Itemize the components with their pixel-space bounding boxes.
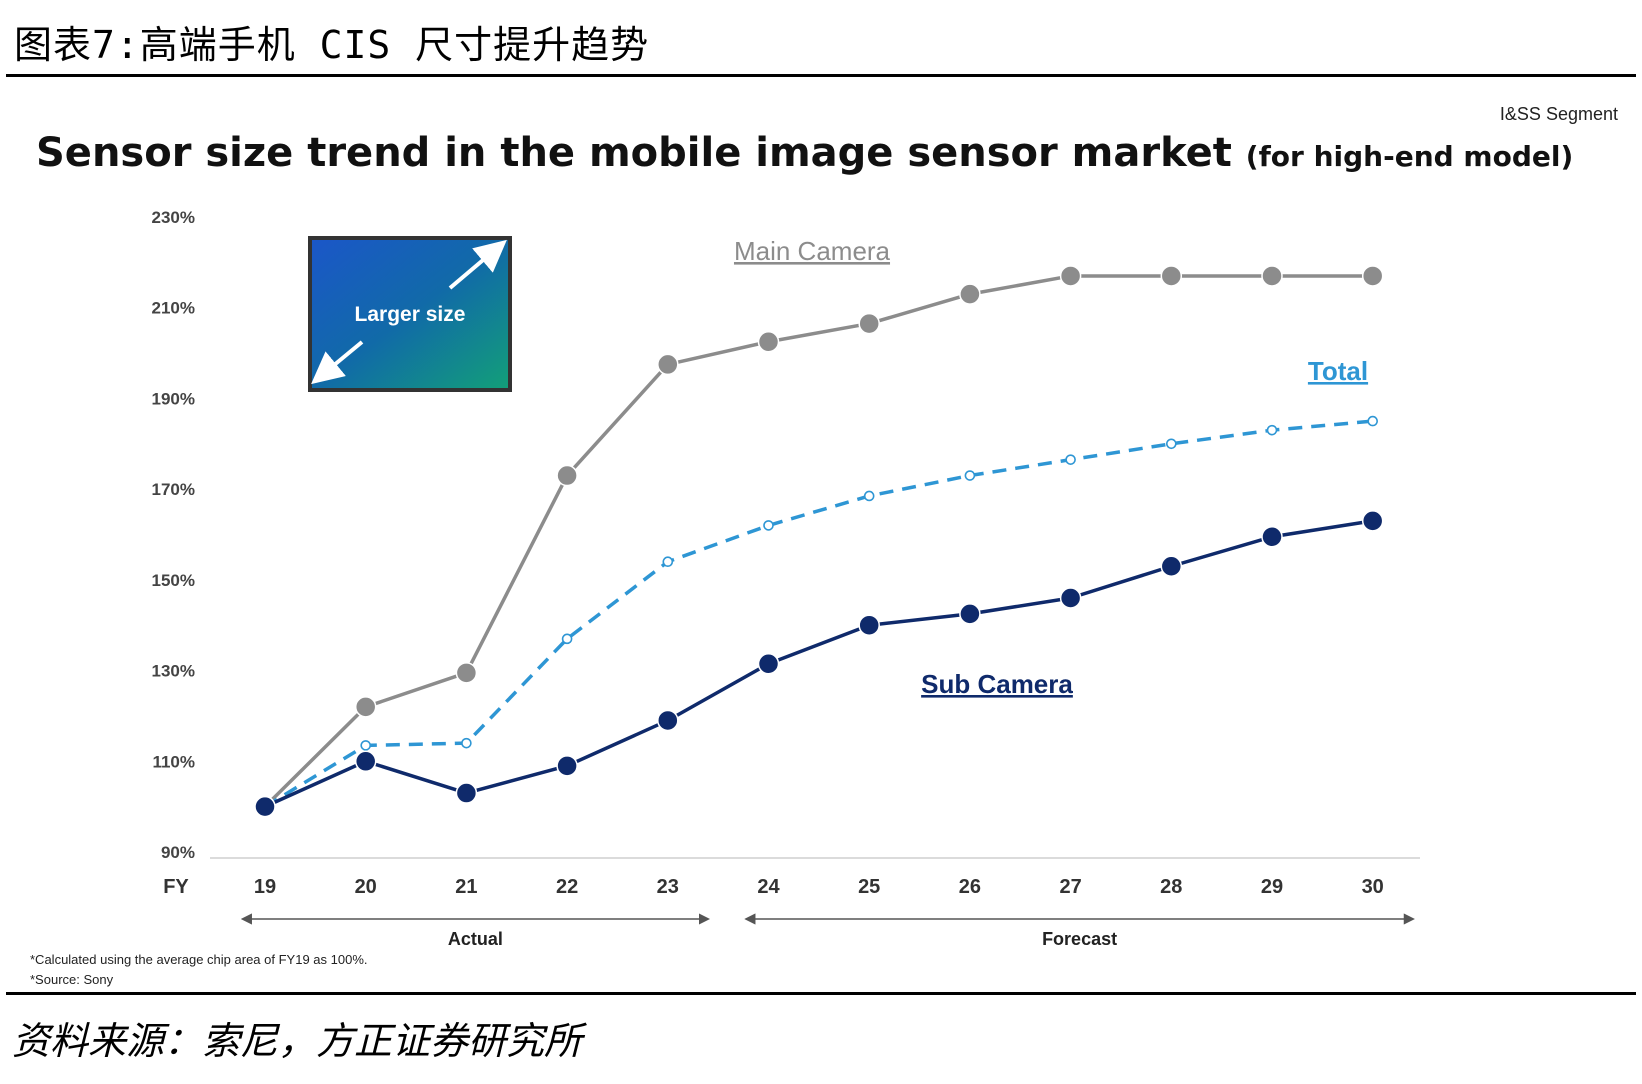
x-tick-label: 22 <box>556 876 578 898</box>
expand-arrow-down <box>311 340 364 385</box>
x-tick-label: 19 <box>254 876 276 898</box>
data-point-sub-camera <box>556 755 578 777</box>
data-point-main-camera <box>455 662 478 684</box>
data-point-main-camera <box>1361 265 1384 287</box>
data-point-main-camera <box>556 464 578 487</box>
x-tick-label: 26 <box>959 876 981 898</box>
y-tick-label: 110% <box>152 752 195 771</box>
x-tick-label: 25 <box>858 876 880 898</box>
series-group <box>254 265 1384 818</box>
data-point-sub-camera <box>757 653 780 675</box>
chart-subtitle: (for high-end model) <box>1245 140 1574 173</box>
x-tick-label: 30 <box>1362 876 1384 898</box>
note-source: *Source: Sony <box>30 972 114 987</box>
period-label-forecast: Forecast <box>1042 929 1117 949</box>
data-point-sub-camera <box>254 795 276 818</box>
y-tick-label: 130% <box>152 662 195 681</box>
x-tick-label: 24 <box>757 876 780 898</box>
data-point-total <box>763 520 774 531</box>
series-label-total: Total <box>1308 356 1368 386</box>
figure-title: 图表7:高端手机 CIS 尺寸提升趋势 <box>14 23 650 67</box>
data-point-main-camera <box>959 283 981 305</box>
data-point-main-camera <box>1261 265 1283 287</box>
data-point-total <box>1065 454 1076 465</box>
data-point-main-camera <box>757 330 780 353</box>
data-point-total <box>360 740 372 751</box>
sensor-inset: Larger size <box>308 236 512 392</box>
data-point-main-camera <box>354 696 377 718</box>
inset-label: Larger size <box>355 303 466 326</box>
series-label-main-camera: Main Camera <box>734 236 891 266</box>
y-tick-label: 230% <box>152 208 195 227</box>
bottom-rule <box>6 992 1636 995</box>
data-point-main-camera <box>1059 265 1082 287</box>
y-axis-ticks: 230% 210% 190% 170% 150% 130% 110% 90% <box>152 208 195 862</box>
data-point-sub-camera <box>354 750 377 773</box>
data-point-total <box>662 556 674 568</box>
expand-arrow-up <box>448 239 507 290</box>
y-tick-label: 170% <box>152 480 195 499</box>
x-tick-label: 20 <box>355 876 377 898</box>
x-tick-label: 23 <box>657 876 679 898</box>
y-tick-label: 210% <box>152 299 195 318</box>
y-tick-label: 90% <box>161 843 195 862</box>
x-tick-label: 21 <box>455 876 477 898</box>
series-sub-camera <box>254 510 1384 818</box>
segment-label: I&SS Segment <box>1499 104 1618 124</box>
series-line-sub-camera <box>264 519 1373 809</box>
series-total <box>259 415 1378 812</box>
top-rule <box>6 74 1636 77</box>
data-point-main-camera <box>858 312 880 335</box>
x-axis-ticks: 19 20 21 22 23 24 25 26 27 28 29 30 <box>254 876 1384 898</box>
x-tick-label: 29 <box>1261 876 1283 898</box>
y-tick-label: 150% <box>152 571 195 590</box>
data-point-sub-camera <box>1059 587 1082 609</box>
series-line-main-camera <box>263 274 1373 808</box>
data-point-sub-camera <box>657 709 679 732</box>
x-tick-label: 27 <box>1059 876 1081 898</box>
chart-title: Sensor size trend in the mobile image se… <box>36 130 1573 176</box>
y-tick-label: 190% <box>152 389 195 408</box>
data-point-sub-camera <box>1361 510 1384 532</box>
x-tick-label: 28 <box>1160 876 1182 898</box>
series-main-camera <box>254 265 1384 818</box>
data-point-total <box>1266 424 1278 436</box>
data-point-sub-camera <box>1160 555 1183 577</box>
data-point-sub-camera <box>1261 526 1283 548</box>
source-line: 资料来源：索尼，方正证券研究所 <box>12 1019 583 1063</box>
data-point-total <box>1166 438 1177 450</box>
period-label-actual: Actual <box>448 929 503 949</box>
data-point-sub-camera <box>455 782 478 804</box>
series-line-total <box>264 419 1373 809</box>
series-labels: Main Camera Total Sub Camera <box>734 236 1368 699</box>
data-point-total <box>863 490 875 502</box>
data-point-total <box>461 737 472 749</box>
chart-title-text: Sensor size trend in the mobile image se… <box>36 130 1232 176</box>
data-point-sub-camera <box>858 614 880 636</box>
data-point-total <box>964 470 976 481</box>
data-point-total <box>561 633 573 645</box>
data-point-main-camera <box>657 353 679 376</box>
data-point-main-camera <box>1160 265 1183 287</box>
note-calculation: *Calculated using the average chip area … <box>30 952 368 967</box>
x-axis-label: FY <box>163 876 189 898</box>
data-point-total <box>1367 415 1378 427</box>
series-label-sub-camera: Sub Camera <box>921 669 1073 699</box>
data-point-sub-camera <box>959 603 981 625</box>
chart-notes: *Calculated using the average chip area … <box>30 950 368 990</box>
period-arrows: Actual Forecast <box>240 913 1415 949</box>
